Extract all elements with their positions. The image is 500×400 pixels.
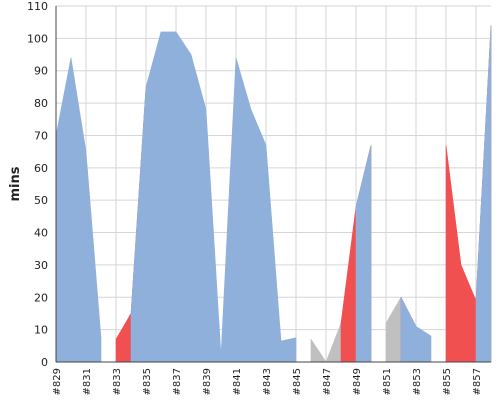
y-tick-label: 80 [34, 97, 48, 110]
axes [55, 6, 491, 363]
x-tick-label: #847 [322, 368, 333, 395]
area-segment-success [280, 337, 297, 363]
area-segment-failure [115, 312, 132, 363]
area-segment-aborted [325, 323, 342, 363]
y-tick-label: 20 [34, 291, 48, 304]
area-segment-success [265, 145, 282, 363]
y-tick-label: 50 [34, 194, 48, 207]
x-tick-label: #829 [52, 368, 63, 395]
x-tick-label: #849 [352, 368, 363, 395]
area-segment-aborted [385, 296, 402, 363]
x-tick-label: #837 [172, 368, 183, 395]
area-segment-success [190, 54, 207, 363]
x-tick-label: #831 [82, 368, 93, 395]
y-tick-label: 40 [34, 227, 48, 240]
x-tick-label: #845 [292, 368, 303, 395]
x-tick-label: #853 [412, 368, 423, 395]
area-segment-success [415, 325, 432, 363]
area-segment-aborted [310, 338, 327, 363]
duration-areas [55, 25, 492, 363]
area-segment-success [475, 25, 492, 363]
x-tick-label: #833 [112, 368, 123, 395]
y-tick-label: 0 [41, 356, 48, 369]
area-segment-success [235, 57, 252, 363]
area-segment-success [250, 109, 267, 363]
x-tick-label: #835 [142, 368, 153, 395]
x-tick-label: #851 [382, 368, 393, 395]
x-tick-label: #839 [202, 368, 213, 395]
y-tick-label: 60 [34, 162, 48, 175]
area-segment-success [145, 31, 162, 363]
y-tick-label: 70 [34, 129, 48, 142]
area-segment-failure [340, 206, 357, 363]
y-tick-labels: 0 10 20 30 40 50 60 70 80 90 100 110 [27, 0, 48, 369]
area-segment-success [355, 145, 372, 363]
x-tick-label: #855 [442, 368, 453, 395]
x-tick-labels: #829 #831 #833 #835 #837 #839 #841 #843 #845 #847… [52, 368, 483, 395]
area-segment-success [205, 109, 222, 363]
y-tick-label: 10 [34, 324, 48, 337]
x-tick-label: #841 [232, 368, 243, 395]
x-tick-label: #843 [262, 368, 273, 395]
area-segment-success [400, 297, 417, 363]
x-tick-label: #857 [472, 368, 483, 395]
area-segment-failure [460, 264, 477, 363]
y-tick-label: 30 [34, 259, 48, 272]
y-axis-label: mins [8, 166, 23, 201]
y-tick-label: 90 [34, 65, 48, 78]
area-segment-success [130, 86, 147, 363]
area-segment-success [85, 151, 102, 363]
area-segment-failure [445, 145, 462, 363]
area-segment-success [175, 30, 192, 363]
area-segment-success [160, 31, 177, 363]
y-tick-label: 100 [27, 32, 48, 45]
y-tick-label: 110 [27, 0, 48, 13]
